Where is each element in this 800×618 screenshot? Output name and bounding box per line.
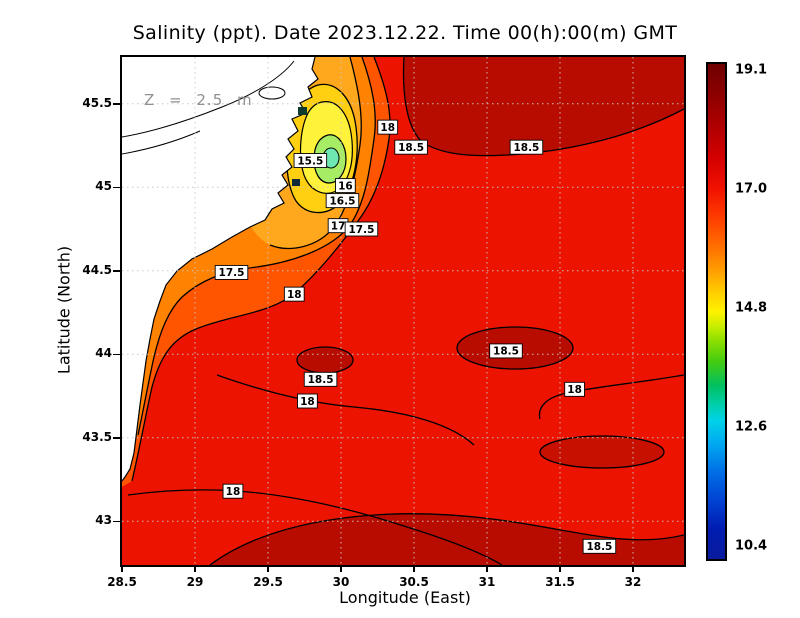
y-tick-label: 44.5 xyxy=(82,262,112,277)
contour-label: 18.5 xyxy=(509,139,544,155)
contour-label-text: 18.5 xyxy=(308,374,334,386)
x-tick-mark xyxy=(194,565,196,572)
contour-label: 18.5 xyxy=(582,538,617,554)
contour-label-text: 18 xyxy=(226,486,241,498)
x-tick-label: 31.5 xyxy=(545,575,575,589)
contour-label: 15.5 xyxy=(293,153,328,168)
contour-label: 18 xyxy=(283,286,305,302)
y-tick-label: 43.5 xyxy=(82,429,112,444)
estuary-line-2 xyxy=(122,130,201,155)
contour-label: 16.5 xyxy=(325,193,360,209)
y-tick-label: 44 xyxy=(95,346,112,361)
y-tick-mark xyxy=(113,520,120,522)
contour-label: 17.5 xyxy=(214,264,249,280)
x-tick-mark xyxy=(632,565,634,572)
x-tick-mark xyxy=(267,565,269,572)
colorbar xyxy=(706,62,727,561)
estuary-line xyxy=(122,60,295,138)
contour-label: 18.5 xyxy=(303,371,338,387)
contour-label-text: 18 xyxy=(567,384,582,396)
contour-label: 17 xyxy=(327,218,349,234)
contour-label-text: 18 xyxy=(300,396,315,408)
depth-annotation: Z = 2.5 m xyxy=(144,91,253,109)
contour-label-text: 17 xyxy=(331,220,346,232)
x-tick-label: 31 xyxy=(478,575,496,589)
plot-title: Salinity (ppt). Date 2023.12.22. Time 00… xyxy=(132,22,678,44)
contour-label-text: 18.5 xyxy=(398,142,424,154)
contour-label-text: 18 xyxy=(287,289,302,301)
contour-label-text: 15.5 xyxy=(297,155,323,167)
high-salinity-regions xyxy=(209,57,684,565)
contour-label: 18 xyxy=(222,483,244,499)
contour-label-text: 16.5 xyxy=(329,195,355,207)
contour-label-text: 18.5 xyxy=(513,142,539,154)
contour-label: 18.5 xyxy=(489,343,523,359)
map-plot-area: 18 18.5 18.5 15.5 16 16.5 17 17.5 17.5 18 18.5 18.5… xyxy=(82,55,686,589)
colorbar-tick-label: 17.0 xyxy=(735,181,768,197)
contour-label-text: 18 xyxy=(380,122,395,134)
x-tick-label: 30 xyxy=(332,575,350,589)
colorbar-tick-label: 19.1 xyxy=(735,62,768,78)
contour-label: 17.5 xyxy=(344,221,379,237)
contour-label: 16 xyxy=(335,178,356,194)
contour-label-text: 18.5 xyxy=(586,541,612,553)
x-tick-mark xyxy=(340,565,342,572)
x-tick-mark xyxy=(121,565,123,572)
contour-label-text: 16 xyxy=(338,180,353,192)
y-tick-label: 45.5 xyxy=(82,95,112,110)
contour-label-text: 17.5 xyxy=(348,224,374,236)
y-tick-mark xyxy=(113,186,120,188)
colorbar-tick-label: 12.6 xyxy=(735,419,768,435)
y-tick-mark xyxy=(113,103,120,105)
x-tick-mark xyxy=(413,565,415,572)
x-tick-label: 32 xyxy=(624,575,642,589)
contour-label-text: 18.5 xyxy=(493,346,519,358)
y-tick-mark xyxy=(113,353,120,355)
colorbar-tick-label: 10.4 xyxy=(735,538,768,554)
lagoon xyxy=(258,86,286,100)
contour-label: 18.5 xyxy=(394,139,428,155)
x-tick-mark xyxy=(559,565,561,572)
x-axis-label: Longitude (East) xyxy=(339,588,471,607)
y-tick-label: 45 xyxy=(95,179,112,194)
contour-label: 18 xyxy=(564,381,585,397)
y-tick-mark xyxy=(113,270,120,272)
x-tick-label: 29 xyxy=(186,575,204,589)
contour-label-text: 17.5 xyxy=(219,267,245,279)
x-tick-mark xyxy=(486,565,488,572)
y-tick-mark xyxy=(113,437,120,439)
x-tick-label: 29.5 xyxy=(253,575,283,589)
x-tick-label: 30.5 xyxy=(399,575,429,589)
contour-label: 18 xyxy=(297,393,318,409)
grid-layer xyxy=(122,57,684,565)
x-tick-label: 28.5 xyxy=(107,575,137,589)
contour-label: 18 xyxy=(377,119,399,135)
colorbar-tick-label: 14.8 xyxy=(735,300,768,316)
y-tick-label: 43 xyxy=(95,513,112,528)
